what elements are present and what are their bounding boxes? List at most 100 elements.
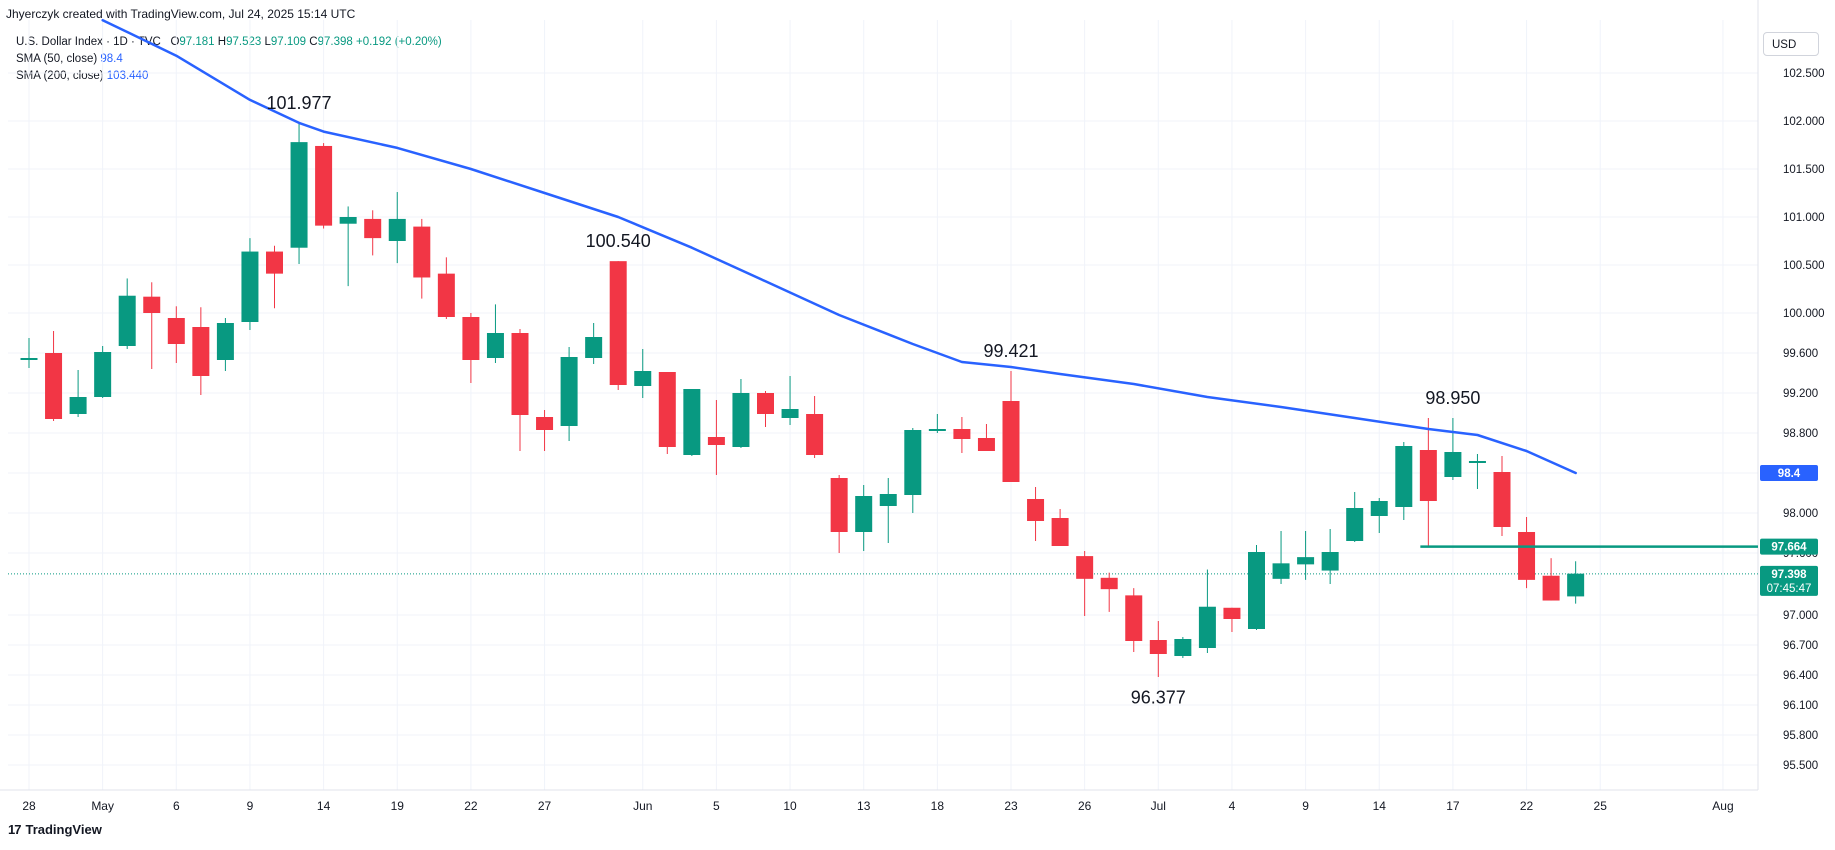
candle-body[interactable]: [1493, 472, 1511, 527]
price-annotation: 100.540: [586, 231, 651, 251]
candle-body[interactable]: [1027, 499, 1045, 521]
candle-body[interactable]: [413, 226, 431, 278]
candle-body[interactable]: [1567, 573, 1585, 597]
candle-body[interactable]: [167, 318, 185, 344]
candle-body[interactable]: [953, 429, 971, 439]
candle-body[interactable]: [266, 251, 283, 274]
candle-body[interactable]: [118, 295, 136, 346]
candle-body[interactable]: [339, 217, 357, 224]
candle-body[interactable]: [1002, 401, 1020, 482]
candle-body[interactable]: [781, 409, 799, 418]
x-tick-label: 9: [1302, 799, 1309, 813]
chart-attribution: Jhyerczyk created with TradingView.com, …: [6, 7, 356, 21]
candle-body[interactable]: [634, 371, 652, 386]
y-tick-label: 99.600: [1783, 348, 1818, 360]
candle-body[interactable]: [585, 337, 603, 358]
last-price-label: 07:45:47: [1767, 583, 1812, 595]
candle-body[interactable]: [1051, 518, 1069, 546]
x-tick-label: 5: [713, 799, 720, 813]
candle-body[interactable]: [388, 218, 406, 241]
candle-body[interactable]: [1542, 575, 1560, 601]
x-tick-label: 13: [857, 799, 871, 813]
candle-body[interactable]: [290, 142, 308, 248]
candle-body[interactable]: [1468, 461, 1486, 463]
y-tick-label: 98.800: [1783, 428, 1818, 440]
y-tick-label: 102.000: [1783, 116, 1825, 128]
candle-body[interactable]: [732, 393, 750, 447]
currency-button[interactable]: USD: [1763, 32, 1819, 56]
candle-body[interactable]: [658, 372, 676, 447]
candle-body[interactable]: [45, 353, 63, 419]
candle-body[interactable]: [1076, 556, 1094, 579]
candle-body[interactable]: [1100, 577, 1118, 590]
candle-body[interactable]: [192, 327, 210, 376]
candle-body[interactable]: [1223, 607, 1241, 619]
candle-body[interactable]: [1444, 452, 1462, 477]
candle-body[interactable]: [977, 438, 995, 451]
chart-legend: U.S. Dollar Index · 1D · TVC O97.181 H97…: [16, 34, 442, 85]
sma-price-label: 98.4: [1778, 468, 1801, 480]
candle-body[interactable]: [830, 478, 848, 532]
candle-body[interactable]: [1395, 446, 1413, 507]
high-value: 97.523: [226, 36, 262, 48]
high-label: H: [217, 36, 227, 48]
candle-body[interactable]: [511, 333, 529, 415]
candle-body[interactable]: [683, 389, 701, 455]
candle-body[interactable]: [1174, 639, 1192, 656]
candle-body[interactable]: [437, 273, 455, 317]
candle-body[interactable]: [928, 429, 946, 431]
candle-body[interactable]: [69, 397, 87, 414]
y-tick-label: 95.500: [1783, 760, 1818, 772]
candle-body[interactable]: [241, 251, 259, 322]
price-annotation: 98.950: [1425, 388, 1480, 408]
candle-body[interactable]: [462, 317, 480, 360]
candle-body[interactable]: [904, 430, 922, 495]
candle-body[interactable]: [1419, 450, 1437, 501]
candle-body[interactable]: [1370, 501, 1388, 516]
low-label: L: [264, 36, 271, 48]
candle-body[interactable]: [1346, 508, 1364, 541]
candle-body[interactable]: [1125, 595, 1143, 641]
tradingview-brand-label: TradingView: [25, 822, 102, 837]
x-tick-label: 25: [1594, 799, 1608, 813]
candle-body[interactable]: [216, 323, 234, 360]
candle-body[interactable]: [1321, 552, 1339, 571]
candle-body[interactable]: [315, 145, 333, 226]
x-tick-label: Jul: [1151, 799, 1166, 813]
candle-body[interactable]: [1248, 552, 1265, 629]
candle-body[interactable]: [143, 296, 161, 313]
candle-body[interactable]: [707, 437, 725, 445]
candle-body[interactable]: [94, 352, 112, 397]
x-tick-label: 18: [931, 799, 945, 813]
y-tick-label: 96.700: [1783, 640, 1818, 652]
y-tick-label: 101.500: [1783, 164, 1825, 176]
x-tick-label: 4: [1229, 799, 1236, 813]
x-tick-label: 22: [1520, 799, 1534, 813]
y-tick-label: 100.500: [1783, 260, 1825, 272]
candle-body[interactable]: [560, 357, 578, 426]
candle-body[interactable]: [20, 358, 38, 360]
candle-body[interactable]: [806, 414, 824, 455]
tradingview-logo[interactable]: 17 TradingView: [8, 822, 102, 837]
candle-body[interactable]: [855, 496, 873, 532]
candle-body[interactable]: [757, 393, 774, 414]
x-tick-label: 6: [173, 799, 180, 813]
price-annotation: 99.421: [983, 341, 1038, 361]
price-annotation: 96.377: [1131, 687, 1186, 707]
candle-body[interactable]: [1149, 640, 1167, 654]
last-price-label-bg: [1760, 565, 1818, 596]
sma50-line[interactable]: [101, 18, 1577, 475]
sma50-legend-row[interactable]: SMA (50, close) 98.4: [16, 51, 442, 68]
candle-body[interactable]: [536, 417, 554, 430]
candle-body[interactable]: [486, 333, 504, 358]
low-value: 97.109: [270, 36, 307, 48]
candle-body[interactable]: [1198, 606, 1216, 648]
symbol-legend-row[interactable]: U.S. Dollar Index · 1D · TVC O97.181 H97…: [16, 34, 442, 51]
candle-body[interactable]: [1272, 563, 1290, 579]
candle-body[interactable]: [364, 218, 382, 239]
candle-body[interactable]: [609, 261, 627, 385]
candle-body[interactable]: [1297, 557, 1315, 565]
candle-body[interactable]: [879, 494, 897, 506]
candle-body[interactable]: [1518, 532, 1536, 580]
